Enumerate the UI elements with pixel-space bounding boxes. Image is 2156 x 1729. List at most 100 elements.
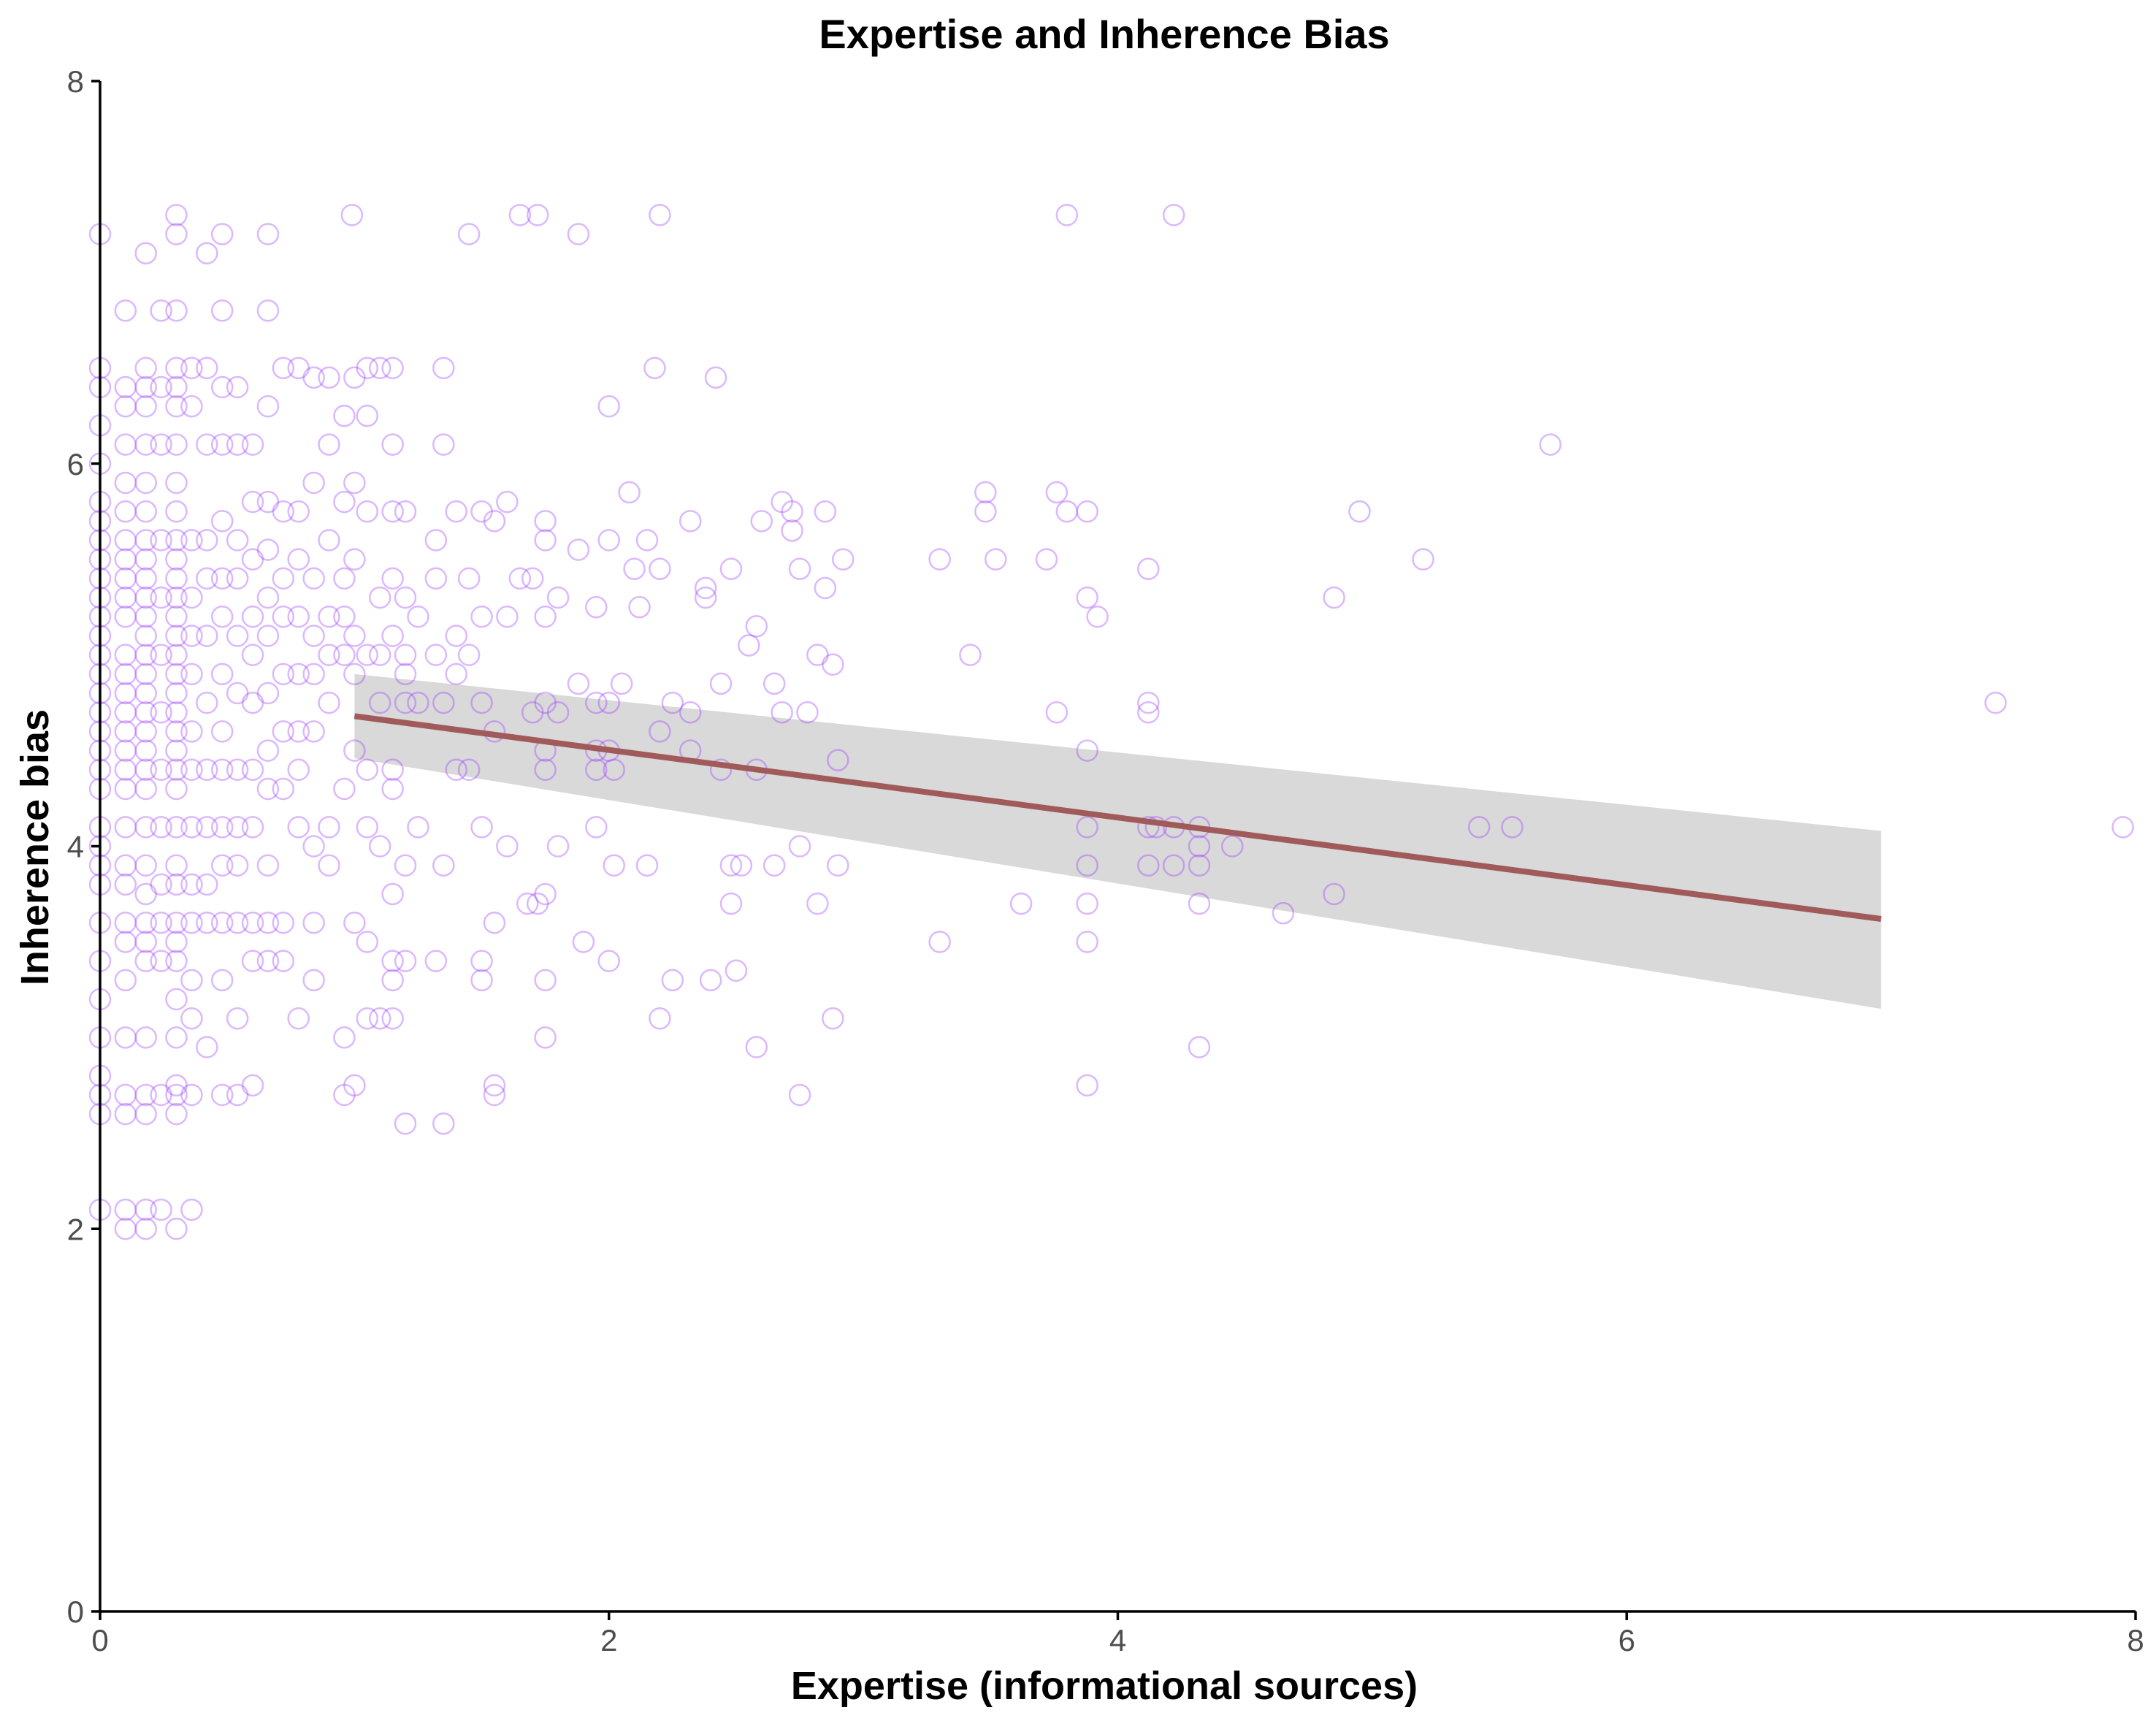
data-point xyxy=(114,854,137,877)
data-point xyxy=(134,356,157,380)
data-point xyxy=(333,490,356,514)
data-point xyxy=(709,758,733,781)
data-point xyxy=(699,969,722,992)
data-point xyxy=(114,1026,137,1049)
data-point xyxy=(534,691,557,714)
data-point xyxy=(1348,500,1371,523)
data-point xyxy=(114,682,137,705)
data-point xyxy=(196,873,218,896)
data-point xyxy=(725,959,748,982)
data-point xyxy=(1162,854,1185,877)
data-point xyxy=(114,586,137,609)
data-point xyxy=(134,1026,157,1049)
y-tick-label: 0 xyxy=(67,1595,84,1629)
data-point xyxy=(394,691,417,714)
data-point xyxy=(226,912,249,934)
data-point xyxy=(134,567,157,590)
data-point xyxy=(165,816,188,839)
data-point xyxy=(457,644,481,666)
data-point xyxy=(114,1083,137,1107)
data-point xyxy=(381,567,404,590)
data-point xyxy=(134,720,157,743)
data-point xyxy=(719,892,743,915)
data-point xyxy=(781,519,803,542)
data-point xyxy=(165,625,188,647)
data-point xyxy=(241,691,264,714)
data-point xyxy=(832,548,855,570)
data-point xyxy=(649,720,671,743)
data-point xyxy=(241,950,264,972)
data-point xyxy=(256,912,280,934)
data-point xyxy=(241,433,264,456)
data-point xyxy=(210,567,234,590)
data-point xyxy=(226,1007,249,1030)
data-point xyxy=(226,375,249,399)
data-point xyxy=(114,644,137,666)
data-point xyxy=(534,510,557,533)
data-point xyxy=(302,969,325,992)
data-point xyxy=(165,720,188,743)
data-point xyxy=(210,433,234,456)
data-point xyxy=(256,777,280,801)
data-point xyxy=(150,644,172,666)
data-point xyxy=(649,1007,671,1030)
data-point xyxy=(287,606,310,628)
data-point xyxy=(165,586,188,609)
data-point xyxy=(1045,701,1069,724)
data-point xyxy=(1323,882,1345,906)
data-point xyxy=(114,931,137,953)
confidence-band-layer xyxy=(354,673,1881,1009)
data-point xyxy=(628,595,651,619)
data-point xyxy=(241,606,264,628)
data-point xyxy=(534,1026,557,1049)
data-point xyxy=(226,816,249,839)
data-point xyxy=(661,969,684,992)
data-point xyxy=(1076,739,1098,762)
data-point xyxy=(445,625,467,647)
data-point xyxy=(114,663,137,686)
data-point xyxy=(974,500,997,523)
data-point xyxy=(150,816,172,839)
data-point xyxy=(287,816,310,839)
data-point xyxy=(196,242,218,264)
data-point xyxy=(114,758,137,781)
data-point xyxy=(226,854,249,877)
data-point xyxy=(496,835,519,858)
data-point xyxy=(150,758,172,781)
data-point xyxy=(114,969,137,992)
data-point xyxy=(730,854,753,877)
data-point xyxy=(180,356,203,380)
data-point xyxy=(165,606,188,628)
data-point xyxy=(241,1074,264,1097)
data-point xyxy=(483,1074,506,1097)
data-point xyxy=(567,538,590,561)
data-point xyxy=(196,691,218,714)
data-point xyxy=(432,1112,455,1135)
data-point xyxy=(180,720,203,743)
data-point xyxy=(483,912,506,934)
data-point xyxy=(272,950,295,972)
data-point xyxy=(302,720,325,743)
data-point xyxy=(165,204,188,226)
data-point xyxy=(394,854,417,877)
data-point xyxy=(381,500,404,523)
data-point xyxy=(788,835,811,858)
y-tick-label: 2 xyxy=(67,1212,84,1246)
data-point xyxy=(114,433,137,456)
data-point xyxy=(180,625,203,647)
data-point xyxy=(114,299,137,322)
data-point xyxy=(302,471,325,495)
data-point xyxy=(1076,586,1098,609)
data-point xyxy=(394,586,417,609)
data-point xyxy=(165,701,188,724)
data-point xyxy=(134,242,157,264)
data-point xyxy=(180,912,203,934)
data-point xyxy=(165,873,188,896)
data-point xyxy=(368,644,391,666)
data-point xyxy=(165,500,188,523)
data-point xyxy=(134,758,157,781)
data-point xyxy=(165,1102,188,1126)
data-point xyxy=(394,1112,417,1135)
data-point xyxy=(343,739,366,762)
